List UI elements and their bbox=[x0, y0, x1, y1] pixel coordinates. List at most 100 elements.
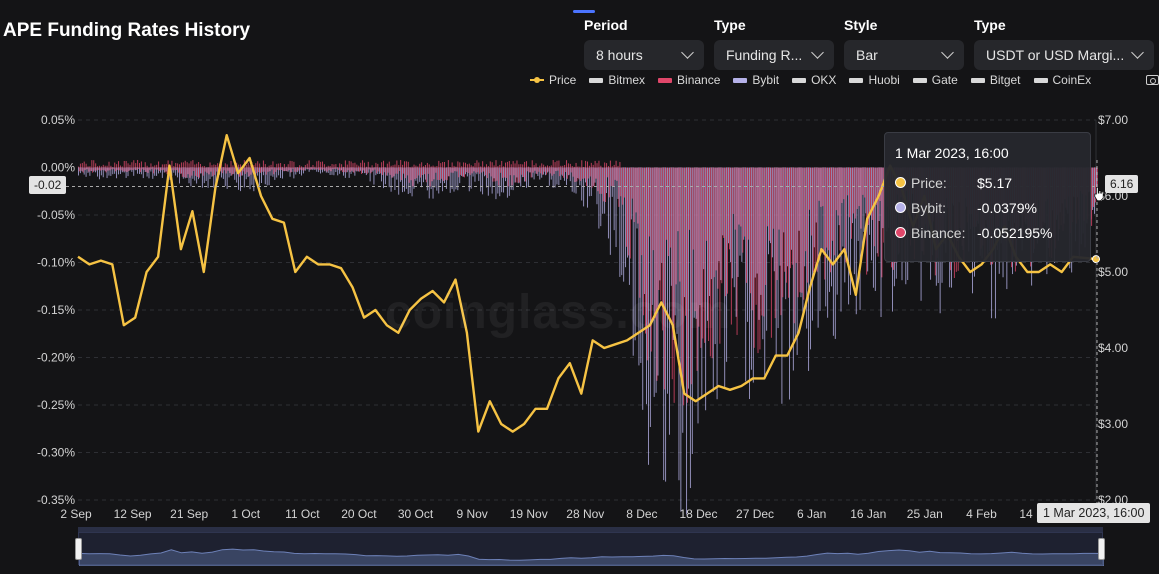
bar-bybit bbox=[100, 167, 102, 176]
bar-bybit bbox=[741, 167, 743, 262]
bar-bybit bbox=[464, 167, 466, 175]
bar-bybit bbox=[152, 167, 154, 179]
bar-binance bbox=[387, 167, 389, 173]
bar-binance bbox=[740, 167, 742, 227]
bar-bybit bbox=[823, 167, 825, 255]
bar-bybit bbox=[184, 167, 186, 179]
bar-binance bbox=[404, 167, 406, 179]
bar-bybit bbox=[341, 167, 342, 171]
bar-bybit bbox=[482, 167, 484, 195]
bar-bybit bbox=[499, 167, 501, 197]
bar-positive bbox=[453, 165, 455, 168]
legend-item[interactable]: CoinEx bbox=[1033, 73, 1091, 87]
bar-binance bbox=[477, 167, 479, 173]
tooltip-row: Bybit: -0.0379% bbox=[895, 195, 1080, 220]
bar-bybit bbox=[718, 167, 720, 262]
bar-bybit bbox=[792, 167, 794, 371]
bar-binance bbox=[502, 167, 504, 178]
bar-binance bbox=[307, 167, 309, 170]
bar-binance bbox=[141, 167, 143, 170]
page-title: APE Funding Rates History bbox=[3, 20, 251, 41]
legend-item[interactable]: OKX bbox=[792, 73, 836, 87]
bar-binance bbox=[650, 167, 652, 352]
bar-bybit bbox=[815, 167, 817, 223]
bar-bybit bbox=[840, 167, 842, 312]
control-select[interactable]: Funding R... bbox=[714, 40, 834, 70]
bar-bybit bbox=[367, 167, 369, 173]
bar-bybit bbox=[611, 167, 613, 197]
bar-binance bbox=[324, 167, 326, 171]
bar-binance bbox=[830, 167, 831, 273]
x-tick-label: 28 Nov bbox=[566, 507, 604, 521]
bar-binance bbox=[648, 167, 650, 237]
bar-positive bbox=[79, 163, 81, 168]
bar-positive bbox=[323, 164, 325, 168]
y-right-tick-label: $4.00 bbox=[1098, 341, 1128, 355]
y-left-tick-label: -0.20% bbox=[37, 351, 75, 365]
control-select[interactable]: Bar bbox=[844, 40, 964, 70]
legend-item[interactable]: Gate bbox=[912, 73, 958, 87]
legend-item[interactable]: Bitmex bbox=[589, 73, 645, 87]
bar-bybit bbox=[211, 167, 213, 177]
bar-bybit bbox=[388, 167, 390, 188]
bar-positive bbox=[342, 166, 344, 168]
bar-bybit bbox=[657, 167, 659, 376]
legend-item[interactable]: Price bbox=[530, 73, 576, 87]
bar-binance bbox=[755, 167, 757, 305]
bar-bybit bbox=[447, 167, 449, 177]
bar-positive bbox=[444, 161, 446, 168]
bar-bybit bbox=[424, 167, 426, 180]
bar-binance bbox=[372, 167, 374, 171]
bar-binance bbox=[839, 167, 841, 251]
bar-bybit bbox=[615, 167, 617, 248]
bar-binance bbox=[399, 167, 401, 171]
bar-binance bbox=[603, 167, 605, 202]
bar-positive bbox=[545, 166, 547, 168]
bar-binance bbox=[679, 167, 681, 282]
bar-bybit bbox=[316, 167, 318, 172]
bar-bybit bbox=[302, 167, 304, 174]
bar-binance bbox=[746, 167, 748, 283]
bar-binance bbox=[256, 167, 258, 174]
bar-positive bbox=[125, 160, 127, 168]
zoom-handle-left[interactable] bbox=[75, 538, 82, 560]
bar-bybit bbox=[301, 167, 302, 176]
bar-bybit bbox=[752, 167, 754, 383]
bar-bybit bbox=[537, 167, 539, 176]
bar-binance bbox=[591, 167, 593, 188]
bar-binance bbox=[681, 167, 683, 380]
bar-bybit bbox=[747, 167, 749, 322]
zoom-slider[interactable] bbox=[78, 532, 1104, 566]
bar-bybit bbox=[728, 167, 729, 244]
bar-bybit bbox=[598, 167, 600, 229]
bar-bybit bbox=[638, 167, 640, 366]
zoom-handle-right[interactable] bbox=[1098, 538, 1105, 560]
bar-positive bbox=[163, 164, 165, 168]
bar-positive bbox=[525, 161, 527, 168]
tooltip-row: Binance: -0.052195% bbox=[895, 220, 1080, 245]
bar-binance bbox=[793, 167, 795, 324]
legend-item[interactable]: Huobi bbox=[849, 73, 900, 87]
legend-item[interactable]: Binance bbox=[658, 73, 720, 87]
bar-binance bbox=[172, 167, 174, 171]
bar-bybit bbox=[762, 167, 764, 340]
bar-binance bbox=[355, 167, 357, 171]
control-select[interactable]: 8 hours bbox=[584, 40, 704, 70]
bar-bybit bbox=[480, 167, 482, 192]
bar-positive bbox=[150, 163, 152, 168]
bar-positive bbox=[600, 165, 602, 168]
bar-binance bbox=[688, 167, 690, 230]
bar-bybit bbox=[800, 167, 802, 298]
bar-binance bbox=[124, 167, 126, 172]
legend-item[interactable]: Bybit bbox=[733, 73, 779, 87]
bar-binance bbox=[627, 167, 629, 256]
bar-positive bbox=[419, 163, 421, 168]
bar-bybit bbox=[411, 167, 413, 197]
bar-binance bbox=[831, 167, 833, 241]
bar-binance bbox=[835, 167, 837, 211]
bar-binance bbox=[572, 167, 574, 177]
control-select[interactable]: USDT or USD Margi... bbox=[974, 40, 1154, 70]
legend-item[interactable]: Bitget bbox=[970, 73, 1021, 87]
bar-positive bbox=[436, 166, 438, 168]
bar-binance bbox=[837, 167, 839, 216]
